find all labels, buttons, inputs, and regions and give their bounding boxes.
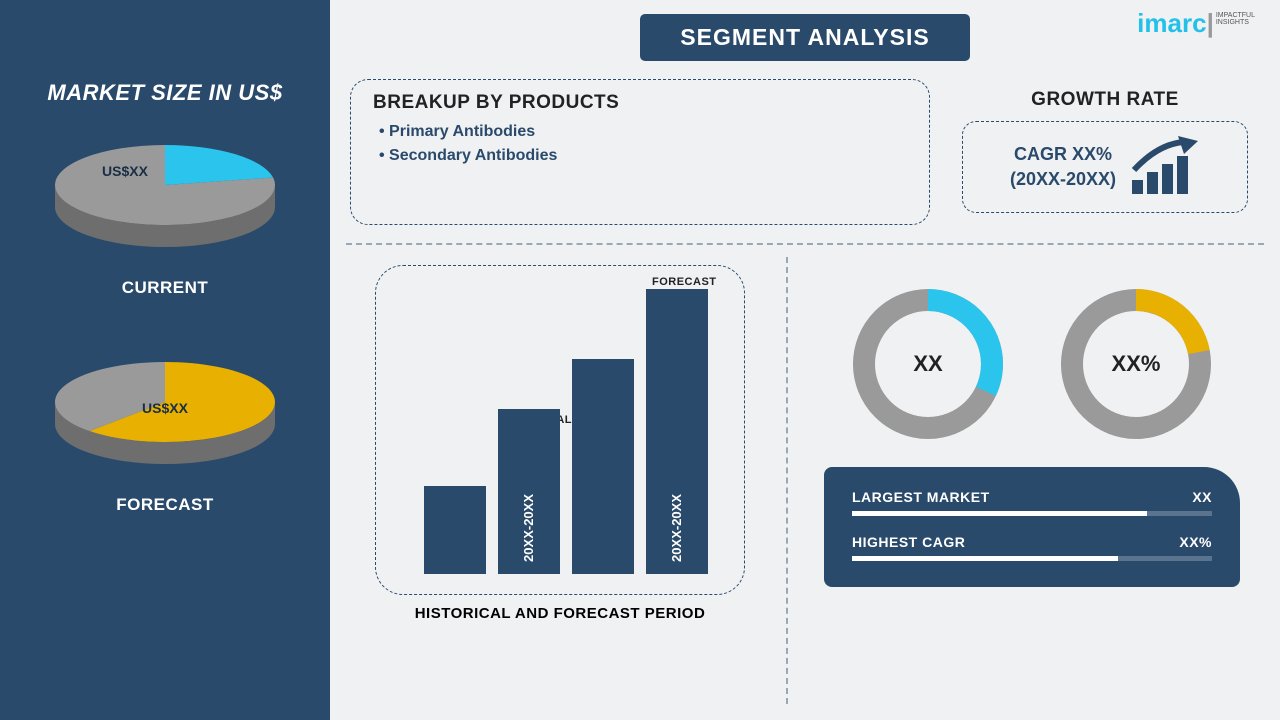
bar <box>424 486 486 574</box>
info-card: LARGEST MARKETXX HIGHEST CAGRXX% <box>824 467 1240 587</box>
breakup-title: BREAKUP BY PRODUCTS <box>373 92 907 114</box>
donut-chart: XX <box>853 289 1003 439</box>
page-title: SEGMENT ANALYSIS <box>640 14 969 61</box>
bar-chart: HISTORICAL FORECAST 20XX-20XX20XX-20XX <box>375 265 745 595</box>
donut-panel: XX XX% LARGEST MARKETXX HIGHEST CAGRXX% <box>804 257 1260 704</box>
growth-icon <box>1128 136 1200 198</box>
growth-inner: CAGR XX% (20XX-20XX) <box>962 121 1248 213</box>
pie-chart: US$XX CURRENT <box>50 141 280 298</box>
breakup-item: Secondary Antibodies <box>379 144 907 168</box>
info-row: LARGEST MARKETXX <box>852 489 1212 516</box>
hist-caption: HISTORICAL AND FORECAST PERIOD <box>415 605 706 622</box>
info-row: HIGHEST CAGRXX% <box>852 534 1212 561</box>
bar: 20XX-20XX <box>498 409 560 574</box>
divider-horizontal <box>346 243 1264 245</box>
breakup-box: BREAKUP BY PRODUCTS Primary AntibodiesSe… <box>350 79 930 225</box>
bar: 20XX-20XX <box>646 289 708 574</box>
growth-text: CAGR XX% (20XX-20XX) <box>1010 142 1116 192</box>
historical-panel: HISTORICAL FORECAST 20XX-20XX20XX-20XX H… <box>350 257 770 704</box>
divider-vertical <box>786 257 788 704</box>
sidebar-title: MARKET SIZE IN US$ <box>47 80 282 106</box>
main-panel: imarc|IMPACTFULINSIGHTS SEGMENT ANALYSIS… <box>330 0 1280 720</box>
growth-box: GROWTH RATE CAGR XX% (20XX-20XX) <box>950 79 1260 225</box>
donut-chart: XX% <box>1061 289 1211 439</box>
sidebar: MARKET SIZE IN US$ US$XX CURRENT US$XX F… <box>0 0 330 720</box>
brand-logo: imarc|IMPACTFULINSIGHTS <box>1137 8 1255 39</box>
pie-chart: US$XX FORECAST <box>50 358 280 515</box>
bar <box>572 359 634 574</box>
breakup-list: Primary AntibodiesSecondary Antibodies <box>373 120 907 168</box>
growth-title: GROWTH RATE <box>1031 89 1179 111</box>
breakup-item: Primary Antibodies <box>379 120 907 144</box>
